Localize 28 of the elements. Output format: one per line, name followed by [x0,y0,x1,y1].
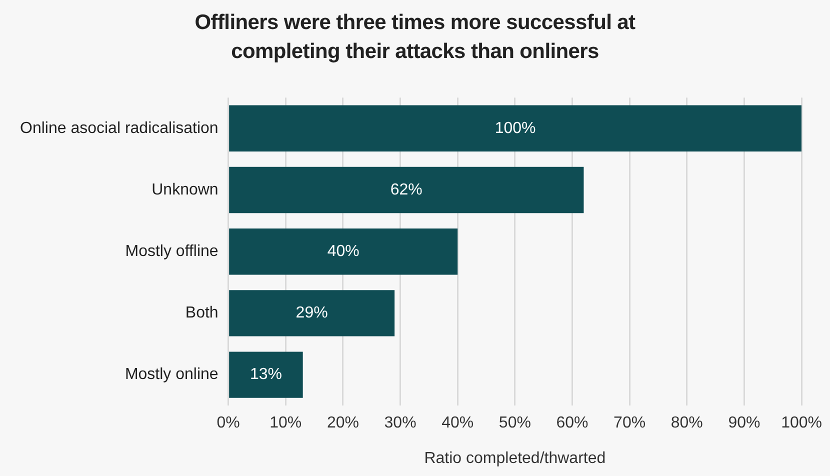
x-tick-label: 90% [728,414,760,432]
bar [229,105,802,152]
y-tick-label: Both [185,304,218,322]
bar [229,290,395,336]
x-tick-label: 40% [442,414,474,432]
x-tick-label: 60% [556,414,588,432]
bar [229,166,584,214]
chart-title: Offliners were three times more successful at completing their attacks than onliners [194,10,636,65]
x-tick-label: 20% [326,414,359,432]
x-tick-label: 10% [270,414,302,432]
bar [229,352,303,398]
y-tick-label: Mostly offline [125,243,218,260]
x-tick-label: 50% [498,414,531,432]
data-label: 13% [250,366,282,384]
y-tick-label: Unknown [152,181,218,198]
x-tick-label: 0% [216,414,240,432]
y-tick-label: Mostly online [124,366,218,384]
x-tick-label: 80% [670,414,703,432]
x-tick-label: 100% [781,414,822,432]
data-label: 100% [494,120,536,137]
x-axis-title: Ratio completed/thwarted [424,450,606,467]
x-tick-label: 70% [614,414,646,432]
bar [229,228,458,275]
data-label: 29% [296,304,328,322]
data-label: 40% [327,243,360,260]
x-tick-label: 30% [384,414,416,432]
data-label: 62% [390,181,422,198]
y-tick-label: Online asocial radicalisation [20,120,218,137]
